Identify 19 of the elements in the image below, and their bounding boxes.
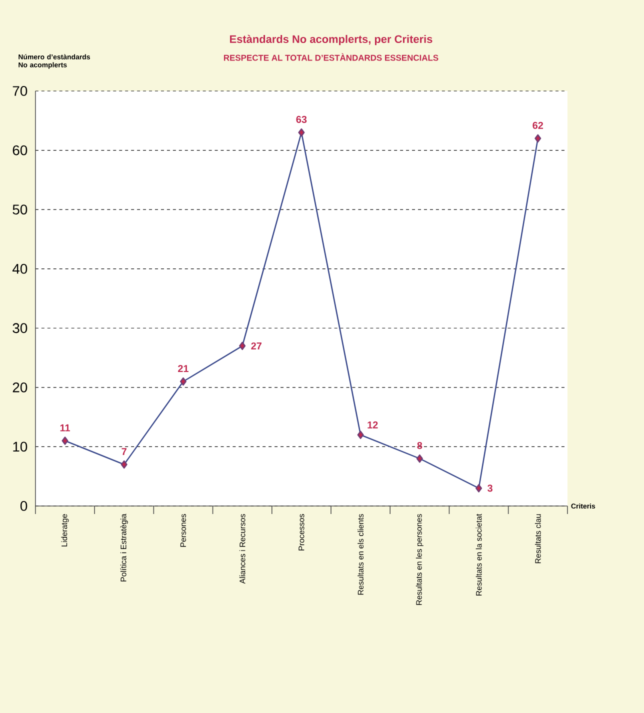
chart-subtitle: RESPECTE AL TOTAL D’ESTÀNDARDS ESSENCIALS <box>224 53 438 61</box>
data-label: 63 <box>296 116 307 123</box>
data-label: 7 <box>122 448 126 455</box>
data-label: 12 <box>368 421 378 428</box>
data-label: 62 <box>532 122 544 129</box>
data-label: 8 <box>417 442 422 450</box>
data-label: 21 <box>178 365 188 372</box>
y-tick-label: 30 <box>12 323 28 334</box>
y-tick-label: 40 <box>12 264 28 274</box>
data-label: 27 <box>251 342 262 350</box>
y-tick-label: 70 <box>12 86 28 96</box>
y-tick-label: 20 <box>12 382 28 392</box>
data-label: 3 <box>488 484 492 492</box>
y-tick-label: 10 <box>13 442 28 452</box>
chart-title: Estàndards No acomplerts, per Criteris <box>230 34 432 46</box>
y-tick-label: 60 <box>12 145 28 156</box>
data-label: 11 <box>60 424 70 432</box>
y-tick-label: 0 <box>20 501 28 511</box>
y-tick-label: 50 <box>12 204 28 215</box>
